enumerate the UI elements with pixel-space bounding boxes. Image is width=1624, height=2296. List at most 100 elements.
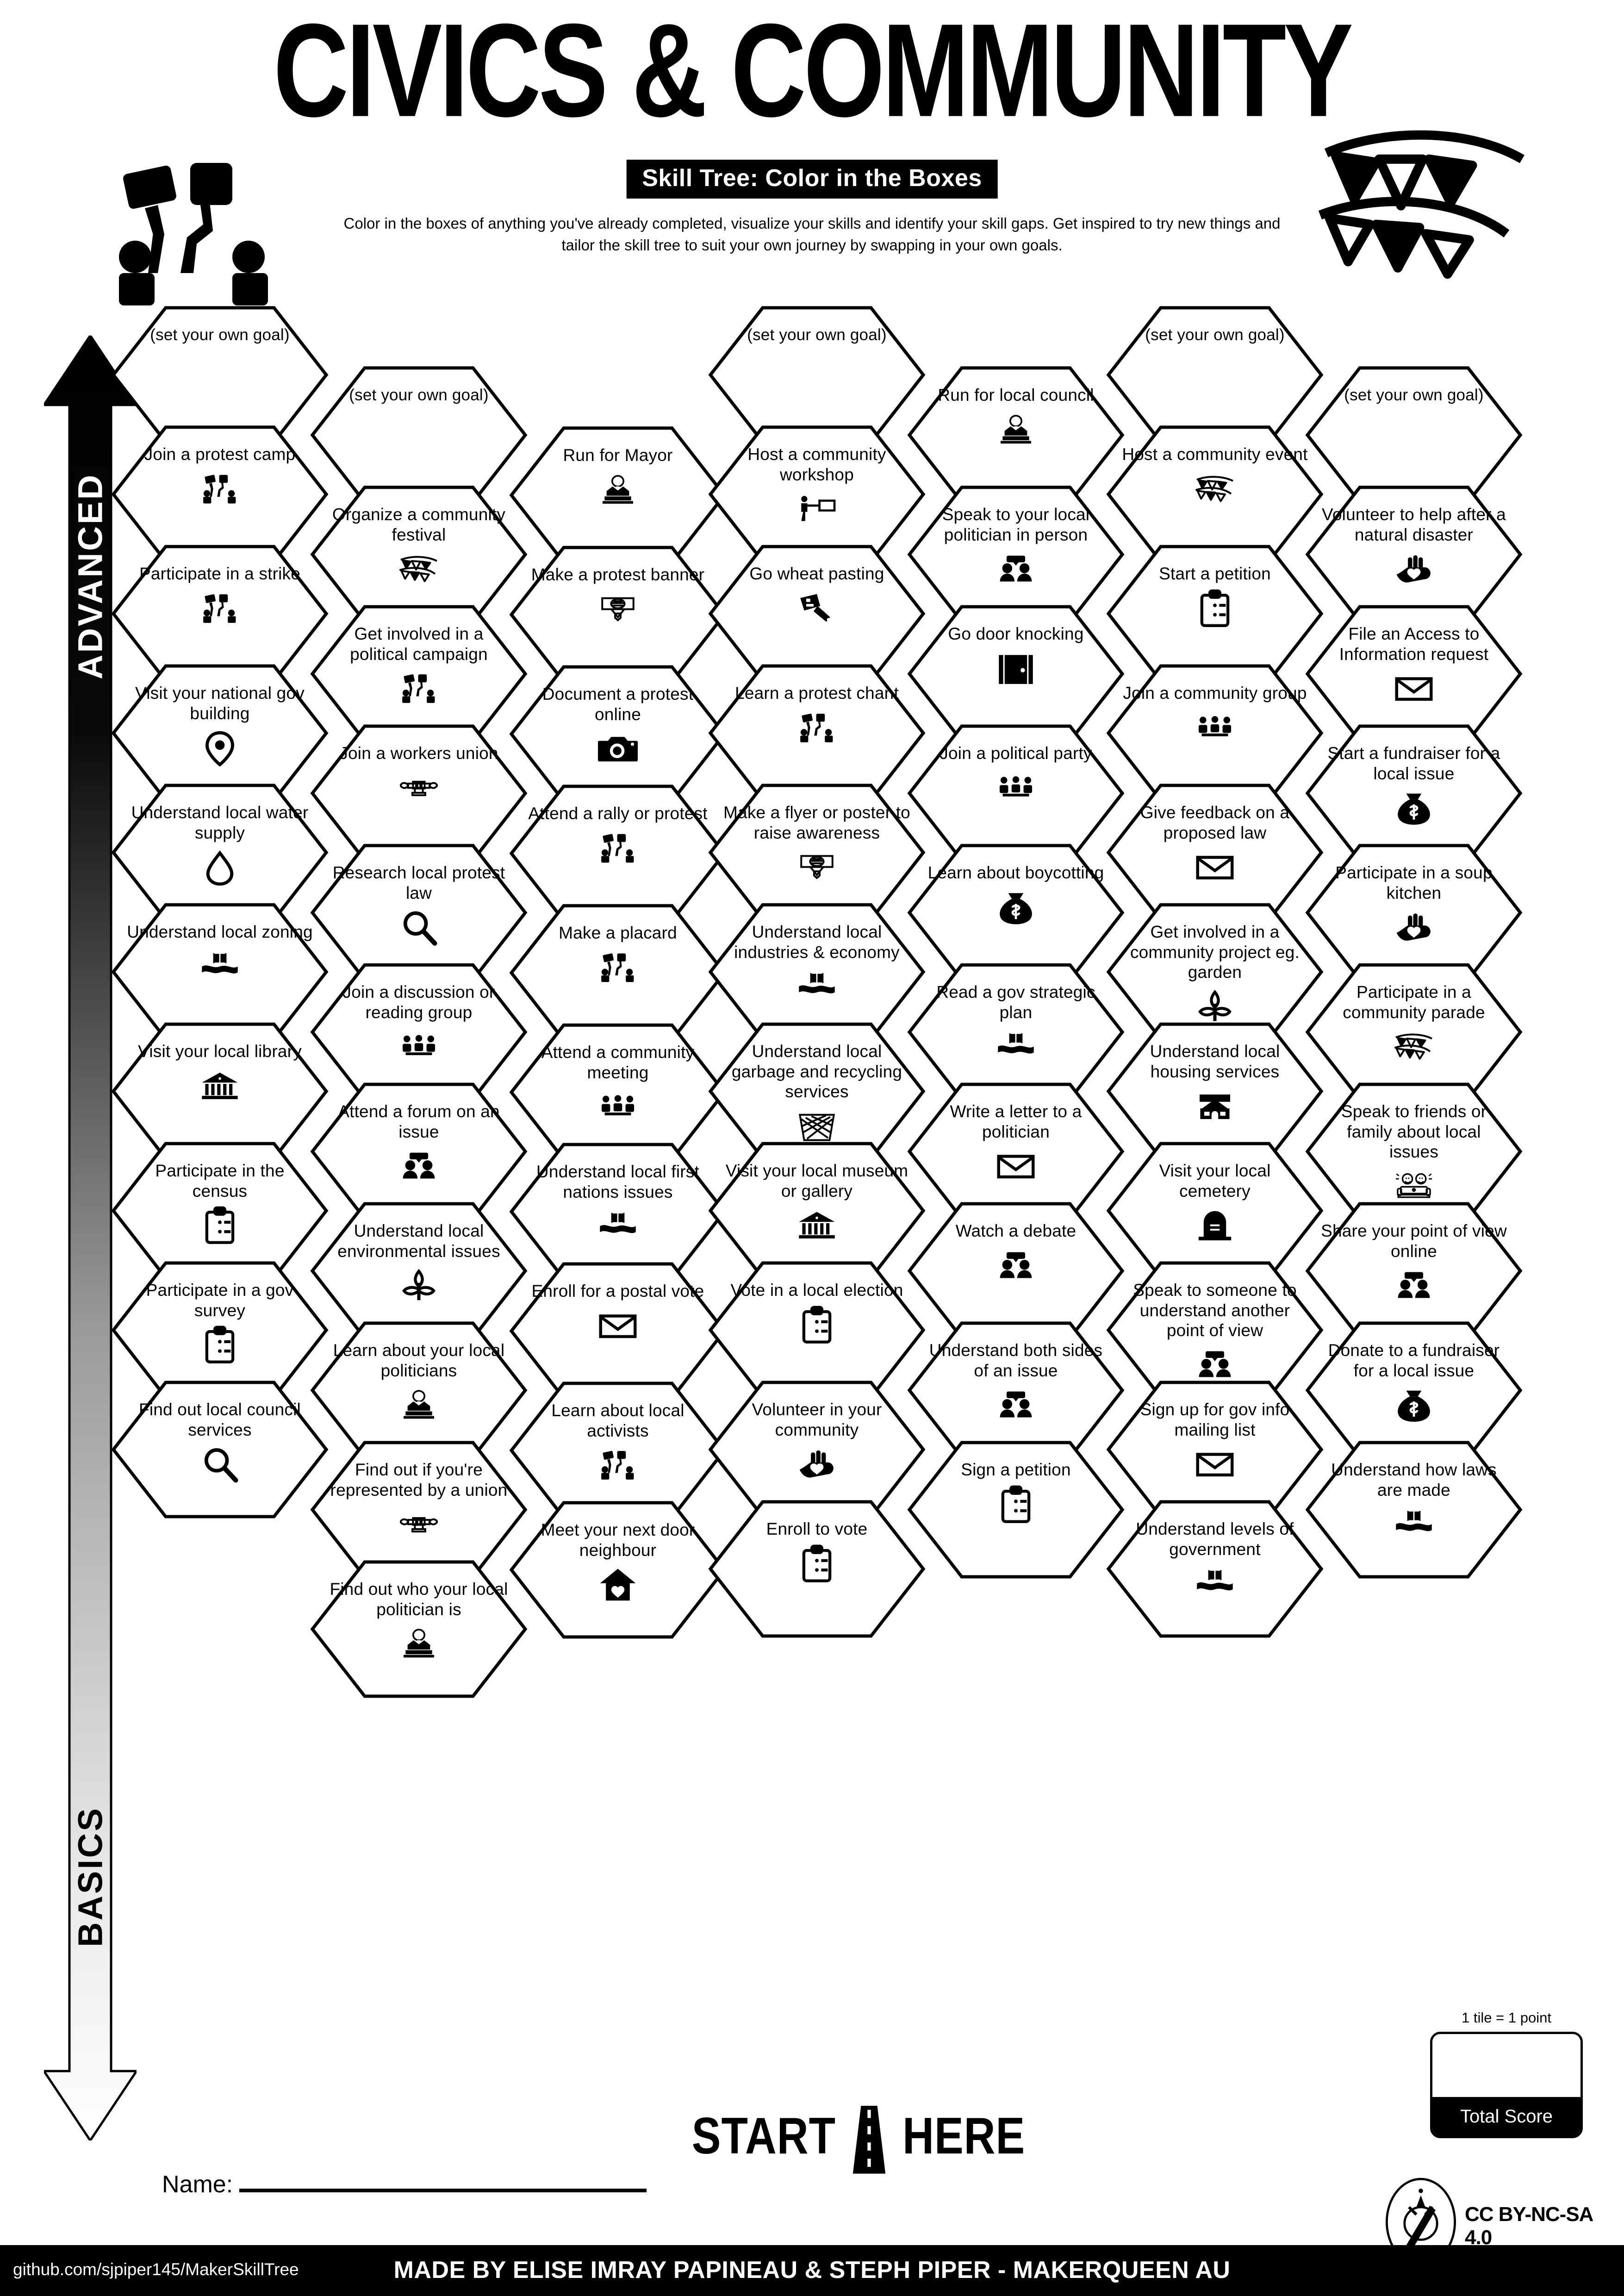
- skill-tile[interactable]: Start a petition: [1106, 544, 1324, 683]
- skill-tile[interactable]: Join a discussion or reading group: [310, 963, 528, 1101]
- name-field[interactable]: Name:: [162, 2171, 647, 2198]
- skill-tile-label: Sign a petition: [961, 1460, 1071, 1480]
- skill-tile[interactable]: Understand levels of government: [1106, 1500, 1324, 1638]
- skill-tile[interactable]: Research local protest law: [310, 843, 528, 982]
- skill-tile[interactable]: Join a community group: [1106, 664, 1324, 803]
- skill-tile[interactable]: Understand local zoning: [111, 902, 329, 1041]
- skill-tile[interactable]: Understand local garbage and recycling s…: [708, 1022, 926, 1161]
- skill-tile-label: Host a community event: [1122, 445, 1308, 464]
- skill-tile[interactable]: Understand local environmental issues: [310, 1201, 528, 1340]
- skill-tile[interactable]: Learn a protest chant: [708, 664, 926, 803]
- skill-tile[interactable]: Find out if you're represented by a unio…: [310, 1440, 528, 1579]
- skill-tile[interactable]: Attend a forum on an issue: [310, 1082, 528, 1221]
- skill-tile[interactable]: Organize a community festival: [310, 485, 528, 624]
- skill-tile[interactable]: Understand local industries & economy: [708, 902, 926, 1041]
- skill-tile[interactable]: Join a workers union: [310, 724, 528, 863]
- skill-tile[interactable]: Find out who your local politician is: [310, 1560, 528, 1699]
- skill-tile[interactable]: Run for Mayor: [509, 426, 727, 565]
- skill-tile[interactable]: Understand local first nations issues: [509, 1142, 727, 1281]
- skill-tile[interactable]: Learn about your local politicians: [310, 1321, 528, 1460]
- skill-tile-label: (set your own goal): [1344, 386, 1484, 404]
- intro-text: Color in the boxes of anything you've al…: [343, 215, 1281, 254]
- score-box[interactable]: Total Score: [1430, 2032, 1583, 2138]
- skill-tile[interactable]: Watch a debate: [907, 1201, 1125, 1340]
- skill-tile[interactable]: Attend a rally or protest: [509, 784, 727, 923]
- skill-tile[interactable]: Volunteer in your community: [708, 1380, 926, 1519]
- clipboard-icon: [200, 1206, 240, 1245]
- skill-tile[interactable]: Enroll to vote: [708, 1500, 926, 1638]
- skill-tile[interactable]: Make a flyer or poster to raise awarenes…: [708, 783, 926, 922]
- skill-tile[interactable]: Go door knocking: [907, 604, 1125, 743]
- podium-icon: [399, 1385, 439, 1425]
- skill-tile[interactable]: Get involved in a political campaign: [310, 604, 528, 743]
- skill-tile[interactable]: (set your own goal): [1106, 305, 1324, 444]
- skill-tile[interactable]: Donate to a fundraiser for a local issue: [1305, 1321, 1523, 1460]
- skill-tile[interactable]: Speak to your local politician in person: [907, 485, 1125, 624]
- footer-repo-link[interactable]: github.com/sjpiper145/MakerSkillTree: [13, 2260, 299, 2279]
- skill-tile[interactable]: Host a community event: [1106, 425, 1324, 564]
- skill-tile[interactable]: (set your own goal): [310, 366, 528, 504]
- skill-tile[interactable]: Write a letter to a politician: [907, 1082, 1125, 1221]
- money-bag-icon: [1394, 788, 1434, 828]
- skill-tile[interactable]: Enroll for a postal vote: [509, 1262, 727, 1400]
- score-input[interactable]: [1432, 2034, 1580, 2097]
- skill-tile[interactable]: Make a placard: [509, 903, 727, 1042]
- skill-tile[interactable]: Participate in a soup kitchen: [1305, 843, 1523, 982]
- skill-tile[interactable]: Go wheat pasting: [708, 544, 926, 683]
- skill-tile[interactable]: Understand local housing services: [1106, 1022, 1324, 1161]
- skill-tile[interactable]: Visit your local library: [111, 1022, 329, 1161]
- skill-tile[interactable]: Join a political party: [907, 724, 1125, 863]
- skill-tile[interactable]: Speak to someone to understand another p…: [1106, 1261, 1324, 1400]
- book-map-icon: [1394, 1505, 1434, 1544]
- envelope-icon: [996, 1146, 1036, 1186]
- skill-tile[interactable]: Visit your local cemetery: [1106, 1141, 1324, 1280]
- name-write-line[interactable]: [239, 2189, 647, 2192]
- skill-tile[interactable]: Speak to friends or family about local i…: [1305, 1082, 1523, 1221]
- skill-tile[interactable]: Learn about local activists: [509, 1381, 727, 1520]
- skill-tile[interactable]: Sign a petition: [907, 1440, 1125, 1579]
- skill-tile[interactable]: Start a fundraiser for a local issue: [1305, 724, 1523, 863]
- skill-tile[interactable]: Meet your next door neighbour: [509, 1500, 727, 1639]
- skill-tile[interactable]: Sign up for gov info mailing list: [1106, 1380, 1324, 1519]
- skill-tile[interactable]: (set your own goal): [1305, 366, 1523, 504]
- podium-icon: [399, 1624, 439, 1664]
- skill-tile[interactable]: (set your own goal): [708, 305, 926, 444]
- skill-tile[interactable]: Host a community workshop: [708, 425, 926, 564]
- skill-tile[interactable]: Participate in the census: [111, 1141, 329, 1280]
- skill-tile[interactable]: Participate in a community parade: [1305, 963, 1523, 1101]
- clipboard-icon: [1195, 589, 1235, 628]
- skill-tile-label: Participate in a gov survey: [146, 1281, 294, 1320]
- bunting-icon: [1394, 1027, 1434, 1067]
- skill-tile[interactable]: Understand both sides of an issue: [907, 1321, 1125, 1460]
- droplet-icon: [200, 847, 240, 887]
- skill-tile[interactable]: (set your own goal): [111, 305, 329, 444]
- protest-icon: [200, 469, 240, 509]
- skill-tile[interactable]: Join a protest camp: [111, 425, 329, 564]
- skill-tile-label: Understand local environmental issues: [337, 1221, 500, 1261]
- skill-tile[interactable]: Visit your national gov building: [111, 664, 329, 803]
- start-here-marker: START HERE: [683, 2103, 1034, 2174]
- skill-tile[interactable]: Visit your local museum or gallery: [708, 1141, 926, 1280]
- skill-tile[interactable]: Run for local council: [907, 366, 1125, 504]
- skill-tile[interactable]: Understand local water supply: [111, 783, 329, 922]
- skill-tile[interactable]: Document a protest online: [509, 665, 727, 803]
- brush-icon: [797, 589, 837, 628]
- skill-tile[interactable]: File an Access to Information request: [1305, 604, 1523, 743]
- total-score-widget[interactable]: 1 tile = 1 point Total Score: [1430, 2010, 1583, 2138]
- skill-tile[interactable]: Understand how laws are made: [1305, 1440, 1523, 1579]
- skill-tile[interactable]: Read a gov strategic plan: [907, 963, 1125, 1101]
- skill-tile[interactable]: Participate in a strike: [111, 544, 329, 683]
- skill-tile[interactable]: Attend a community meeting: [509, 1023, 727, 1162]
- skill-tile[interactable]: Participate in a gov survey: [111, 1261, 329, 1400]
- skill-tile[interactable]: Learn about boycotting: [907, 843, 1125, 982]
- skill-tile[interactable]: Vote in a local election: [708, 1261, 926, 1400]
- skill-tile-label: Join a discussion or reading group: [342, 983, 495, 1022]
- skill-tile[interactable]: Volunteer to help after a natural disast…: [1305, 485, 1523, 624]
- bunting-icon: [1195, 469, 1235, 509]
- skill-tile[interactable]: Make a protest banner: [509, 545, 727, 684]
- skill-tile[interactable]: Share your point of view online: [1305, 1201, 1523, 1340]
- hand-heart-icon: [797, 1444, 837, 1484]
- skill-tile[interactable]: Give feedback on a proposed law: [1106, 783, 1324, 922]
- skill-tile[interactable]: Get involved in a community project eg. …: [1106, 902, 1324, 1041]
- skill-tile[interactable]: Find out local council services: [111, 1380, 329, 1519]
